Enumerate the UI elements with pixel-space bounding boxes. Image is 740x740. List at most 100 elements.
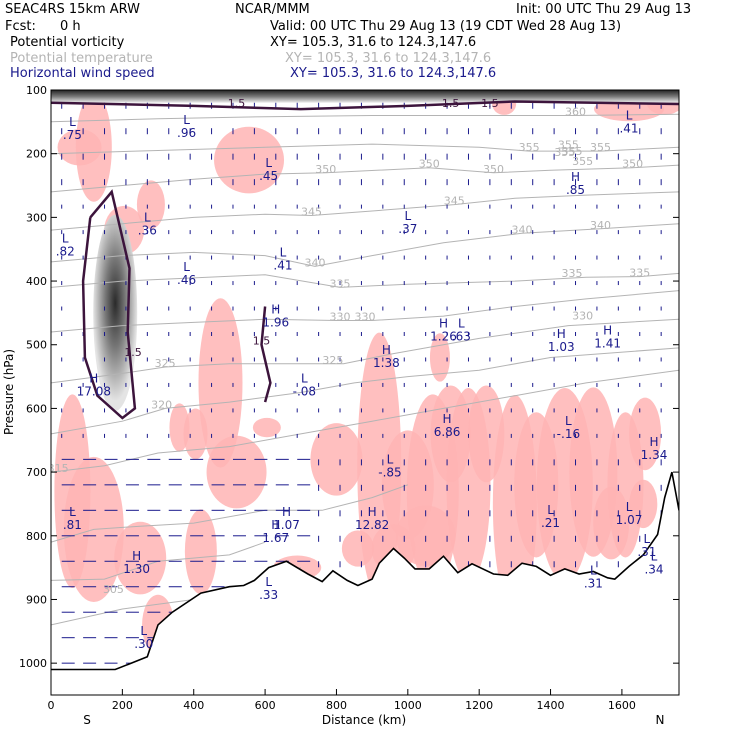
theta-contour-label: 335 [330,277,351,290]
theta-contour-label: 355 [519,141,540,154]
high-marker: H [439,317,448,331]
legend-wind-xy: XY= 105.3, 31.6 to 124.3,147.6 [290,66,497,81]
pv-shade-blob [206,435,267,509]
terrain-line [51,471,679,671]
theta-contour-label: 355 [590,141,611,154]
x-tick-label: 1000 [394,699,422,712]
low-marker: L [301,371,308,385]
high-marker: H [271,303,280,317]
theta-contour-line [51,290,679,333]
high-marker: H [603,324,612,338]
high-marker: H [571,170,580,184]
y-tick-label: 700 [26,466,47,479]
pv-contour-line [260,306,272,403]
theta-contour-label: 355 [554,146,575,159]
theta-contour-label: 360 [565,105,586,118]
south-label: S [83,713,91,727]
low-marker: L [183,113,190,127]
pv-contour-line [81,189,137,420]
y-tick-label: 100 [26,84,47,97]
x-tick-label: 600 [255,699,276,712]
plot-frame [50,89,680,696]
theta-contour-label: 355 [572,155,593,168]
extremum-value: .63 [452,330,471,344]
low-marker: L [626,108,633,122]
extremum-value: 12.82 [355,518,389,532]
y-tick-label: 1000 [19,657,47,670]
theta-contour-label: 350 [419,158,440,171]
theta-contour-line [51,318,679,384]
extremum-value: .31 [584,577,603,591]
pv-contour-label: 1.5 [442,97,460,110]
theta-contour-line [51,164,679,193]
low-marker: L [69,505,76,519]
x-tick-label: 1600 [608,699,636,712]
pv-shade-blob [184,509,217,595]
theta-contour-label: 355 [558,139,579,152]
extremum-value: .34 [644,563,663,577]
wind-arrows [61,102,662,670]
extremum-value: 1.67 [262,531,289,545]
theta-contour-label: 350 [483,163,504,176]
low-marker: L [547,503,554,517]
init-time: Init: 00 UTC Thu 29 Aug 13 [516,2,692,17]
extremum-value: .81 [63,518,82,532]
extremum-value: .41 [619,121,638,135]
theta-contour-label: 350 [315,163,336,176]
y-tick-label: 500 [26,339,47,352]
pv-contour-label: 1.5 [228,97,246,110]
valid-time: Valid: 00 UTC Thu 29 Aug 13 (19 CDT Wed … [270,19,622,34]
model-title: SEAC4RS 15km ARW [5,2,141,17]
low-marker: L [458,317,465,331]
theta-contour-line [51,484,408,543]
x-tick-label: 0 [48,699,55,712]
theta-contour-label: 335 [629,267,650,280]
theta-contour-label: 330 [572,309,593,322]
theta-contour-line [51,272,679,288]
high-marker: H [132,549,141,563]
y-tick-label: 900 [26,593,47,606]
extremum-value: 1.30 [123,562,150,576]
low-marker: L [387,452,394,466]
theta-contour-label: 330 [330,311,351,324]
pv-shade-blob [429,333,450,382]
extremum-value: 1.34 [641,448,668,462]
y-tick-label: 200 [26,148,47,161]
high-marker: H [368,505,377,519]
low-marker: L [183,260,190,274]
low-marker: L [590,564,597,578]
x-tick-label: 1200 [465,699,493,712]
extremum-value: .85 [566,183,585,197]
high-marker: H [557,327,566,341]
y-tick-label: 300 [26,211,47,224]
y-tick-label: 400 [26,275,47,288]
high-marker: H [650,435,659,449]
low-marker: L [565,414,572,428]
low-marker: L [626,500,633,514]
extremum-value: .96 [177,126,196,140]
pv-shade-blob [629,397,662,471]
x-axis-label: Distance (km) [322,713,406,727]
y-tick-label: 800 [26,530,47,543]
legend-theta-xy: XY= 105.3, 31.6 to 124.3,147.6 [285,51,492,66]
extremum-value: .46 [177,273,196,287]
pv-max-shade [93,214,138,411]
theta-contour-label: 330 [355,311,376,324]
low-marker: L [404,209,411,223]
low-marker: L [265,575,272,589]
extremum-value: .82 [56,244,75,258]
pv-shade-blob [593,486,630,560]
high-marker: H [382,343,391,357]
pv-contours [51,100,679,420]
legend-wind-label: Horizontal wind speed [10,66,155,81]
terrain [51,471,679,695]
extremum-value: 1.07 [616,513,643,527]
pv-contour-label: 1.5 [124,346,142,359]
extremum-value: .75 [63,128,82,142]
theta-contour-line [51,113,679,123]
extremum-value: .31 [637,545,656,559]
pv-shade-blob [198,298,243,468]
low-marker: L [265,156,272,170]
